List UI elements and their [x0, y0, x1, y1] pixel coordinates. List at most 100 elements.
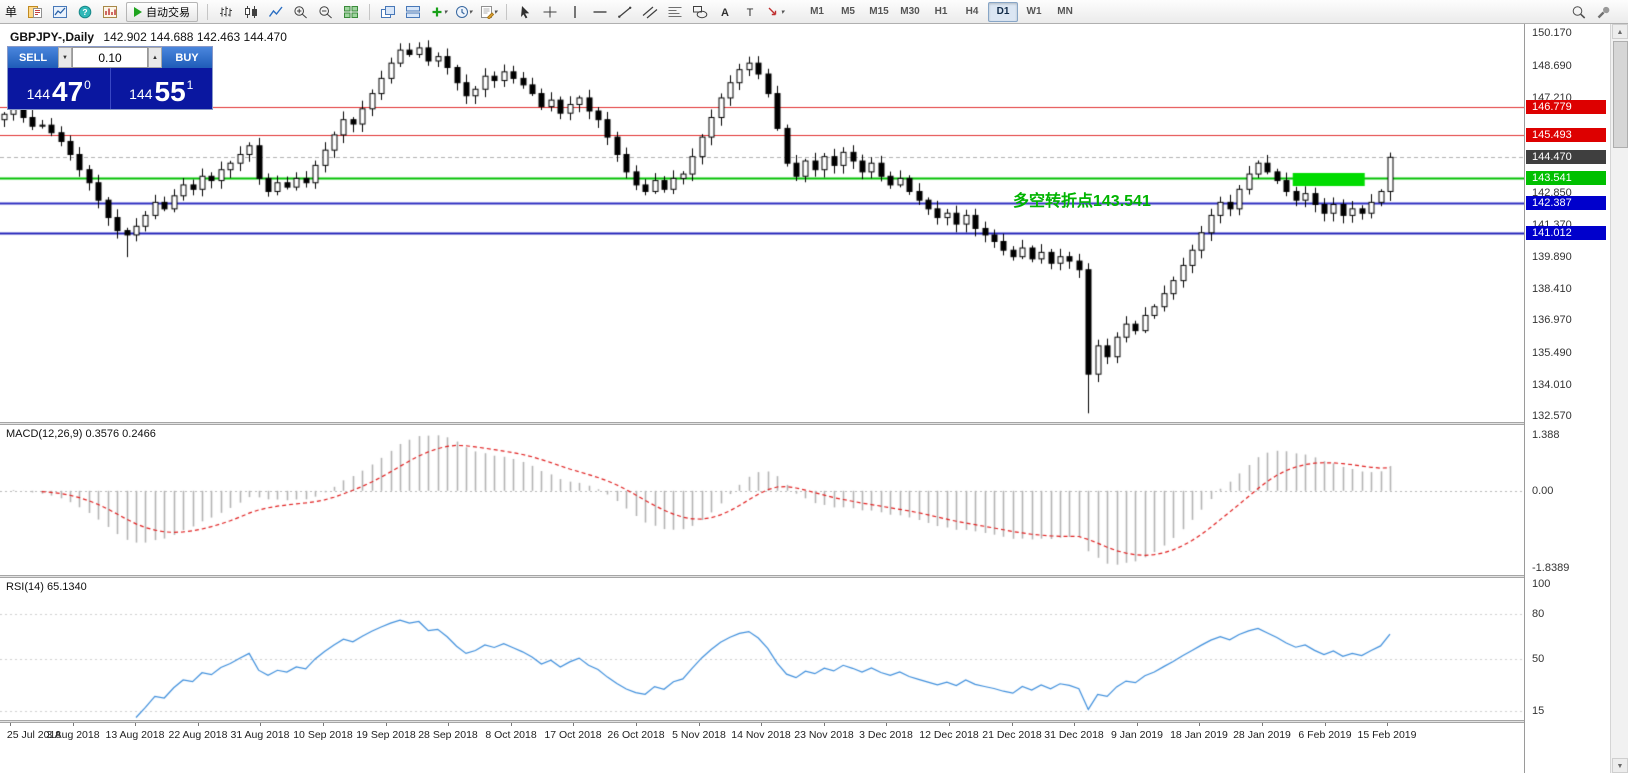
date-label: 9 Jan 2019	[1111, 729, 1163, 741]
timeframe-button-w1[interactable]: W1	[1026, 6, 1042, 17]
autotrading-label: 自动交易	[146, 6, 191, 19]
time-axis-tick	[636, 722, 637, 726]
time-axis-tick	[323, 722, 324, 726]
symbol-label: GBPJPY-,Daily	[10, 30, 95, 44]
date-label: 8 Oct 2018	[485, 729, 537, 741]
line-chart-icon[interactable]	[264, 1, 288, 22]
date-label: 6 Feb 2019	[1298, 729, 1352, 741]
zoom-in-icon[interactable]	[289, 1, 313, 22]
price-badge-144.470: 144.470	[1526, 150, 1606, 165]
scroll-up-arrow-icon[interactable]: ▲	[1612, 24, 1628, 39]
channel-icon[interactable]	[638, 1, 662, 22]
templates-icon[interactable]: ▾	[476, 1, 500, 22]
time-axis-tick	[73, 722, 74, 726]
timeframe-button-h4[interactable]: H4	[965, 6, 979, 17]
date-label: 15 Feb 2019	[1357, 729, 1417, 741]
timeframe-button-m15[interactable]: M15	[869, 6, 889, 17]
price-axis-label: 139.890	[1532, 250, 1572, 263]
price-axis-label: 138.410	[1532, 283, 1572, 296]
vertical-scrollbar[interactable]: ▲ ▼	[1610, 24, 1628, 773]
buy-price-pips: 55	[154, 76, 186, 108]
arrange-windows-icon[interactable]	[401, 1, 425, 22]
date-label: 10 Sep 2018	[293, 729, 353, 741]
rsi-axis-label: 80	[1532, 607, 1545, 620]
vertical-line-icon[interactable]	[563, 1, 587, 22]
date-label: 3 Dec 2018	[859, 729, 913, 741]
volume-increase-button[interactable]: ▲	[148, 47, 162, 68]
price-badge-146.779: 146.779	[1526, 100, 1606, 115]
volume-decrease-button[interactable]: ▼	[58, 47, 72, 68]
sell-price-button[interactable]: 144 47 0	[8, 68, 110, 109]
rsi-axis-label: 50	[1532, 652, 1545, 665]
tile-windows-icon[interactable]	[339, 1, 363, 22]
new-order-icon[interactable]	[23, 1, 47, 22]
macd-axis-min: -1.8389	[1532, 562, 1570, 574]
rsi-canvas[interactable]	[0, 578, 1524, 720]
timeframe-button-mn[interactable]: MN	[1057, 6, 1073, 17]
timeframe-button-d1[interactable]: D1	[988, 1, 1019, 22]
fibonacci-icon[interactable]	[663, 1, 687, 22]
rsi-axis-label: 100	[1532, 577, 1551, 590]
timeframe-button-m5[interactable]: M5	[841, 6, 855, 17]
price-axis-label: 134.010	[1532, 378, 1572, 391]
trendline-icon[interactable]	[613, 1, 637, 22]
menu-char[interactable]: 单	[5, 5, 18, 19]
timeframe-button-m1[interactable]: M1	[810, 6, 824, 17]
date-label: 17 Oct 2018	[544, 729, 602, 741]
cascade-windows-icon[interactable]	[376, 1, 400, 22]
zoom-out-icon[interactable]	[314, 1, 338, 22]
sell-button[interactable]: SELL	[8, 47, 58, 68]
sell-price-pips: 47	[52, 76, 84, 108]
time-axis-tick	[699, 722, 700, 726]
time-axis-tick	[1137, 722, 1138, 726]
price-axis-label: 135.490	[1532, 346, 1572, 359]
time-axis-tick	[448, 722, 449, 726]
price-axis: 1.388 0.00 -1.8389 150.170 148.690 147.210…	[1524, 24, 1610, 773]
time-axis-tick	[886, 722, 887, 726]
help-icon[interactable]: ?	[73, 1, 97, 22]
pane-separator[interactable]	[0, 575, 1610, 578]
price-badge-142.387: 142.387	[1526, 195, 1606, 210]
text-label-icon[interactable]: T	[738, 1, 762, 22]
svg-text:?: ?	[82, 7, 87, 17]
svg-text:A: A	[721, 7, 729, 19]
bar-chart-icon[interactable]	[214, 1, 238, 22]
search-icon[interactable]	[1567, 1, 1591, 22]
price-badge-141.012: 141.012	[1526, 225, 1606, 240]
settings-icon[interactable]	[1592, 1, 1616, 22]
price-badge-143.541: 143.541	[1526, 170, 1606, 185]
rsi-axis-label: 15	[1532, 705, 1545, 718]
price-chart-canvas[interactable]	[0, 24, 1524, 422]
date-label: 19 Sep 2018	[356, 729, 416, 741]
autotrading-button[interactable]: 自动交易	[126, 1, 199, 22]
timeframe-button-m30[interactable]: M30	[900, 6, 920, 17]
rsi-label: RSI(14) 65.1340	[6, 581, 87, 593]
time-axis-tick	[949, 722, 950, 726]
macd-canvas[interactable]	[0, 425, 1524, 575]
arrow-tools-icon[interactable]: ▾	[763, 1, 787, 22]
volume-input[interactable]	[72, 47, 148, 68]
date-label: 25 Jul 2018	[6, 729, 62, 741]
market-watch-icon[interactable]	[98, 1, 122, 22]
charts-icon[interactable]	[48, 1, 72, 22]
candlestick-icon[interactable]	[239, 1, 263, 22]
crosshair-icon[interactable]	[538, 1, 562, 22]
scroll-down-arrow-icon[interactable]: ▼	[1612, 758, 1628, 773]
buy-price-button[interactable]: 144 55 1	[109, 68, 213, 109]
cursor-icon[interactable]	[513, 1, 537, 22]
date-label: 3 Aug 2018	[46, 729, 100, 741]
add-indicator-icon[interactable]: ▾	[426, 1, 450, 22]
shapes-icon[interactable]	[688, 1, 712, 22]
horizontal-line-icon[interactable]	[588, 1, 612, 22]
time-axis-tick	[386, 722, 387, 726]
buy-button[interactable]: BUY	[162, 47, 212, 68]
scrollbar-thumb[interactable]	[1613, 41, 1628, 148]
date-label: 28 Sep 2018	[418, 729, 478, 741]
period-icon[interactable]: ▾	[451, 1, 475, 22]
date-label: 26 Oct 2018	[607, 729, 665, 741]
text-icon[interactable]: A	[713, 1, 737, 22]
pane-separator[interactable]	[0, 422, 1610, 425]
price-axis-label: 132.570	[1532, 410, 1572, 423]
date-label: 5 Nov 2018	[672, 729, 726, 741]
timeframe-button-h1[interactable]: H1	[934, 6, 948, 17]
